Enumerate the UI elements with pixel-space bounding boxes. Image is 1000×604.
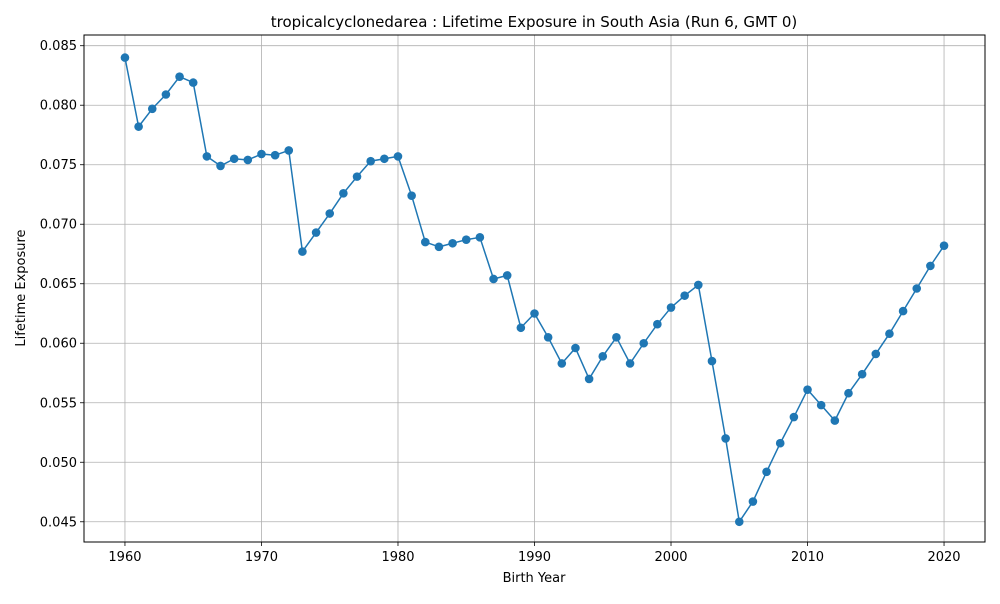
y-axis-ticks: 0.045 0.050 0.055 0.060 0.065 0.070 0.075 0.080… <box>40 39 84 530</box>
data-point <box>270 150 280 160</box>
data-point <box>721 434 730 443</box>
y-tick-label: 0.065 <box>40 277 77 292</box>
data-point <box>762 467 771 477</box>
x-tick-label: 1990 <box>518 550 551 565</box>
y-tick-label: 0.075 <box>40 158 77 173</box>
data-point <box>612 333 621 342</box>
data-point <box>707 356 717 366</box>
data-point <box>694 280 703 290</box>
data-point <box>666 303 676 312</box>
x-tick-label: 1970 <box>245 550 278 565</box>
data-point <box>516 323 526 333</box>
data-point <box>147 104 157 114</box>
data-point <box>571 343 580 353</box>
data-point <box>120 53 130 62</box>
data-point <box>844 388 853 398</box>
y-tick-label: 0.045 <box>40 515 77 530</box>
data-point <box>639 338 649 348</box>
plot-frame <box>83 34 986 543</box>
data-point <box>420 237 430 247</box>
y-tick-label: 0.050 <box>40 456 77 471</box>
data-point <box>229 154 239 164</box>
data-point <box>830 416 840 425</box>
data-point <box>502 271 512 280</box>
data-point <box>748 497 758 506</box>
y-tick-label: 0.085 <box>40 39 77 54</box>
x-tick-label: 1980 <box>381 550 414 565</box>
y-axis-label: Lifetime Exposure <box>14 229 29 346</box>
data-point <box>557 359 567 368</box>
data-point <box>775 438 785 448</box>
chart-title: tropicalcyclonedarea : Lifetime Exposure… <box>271 13 797 31</box>
data-point <box>926 261 935 271</box>
data-point <box>284 146 294 155</box>
data-point <box>653 319 662 329</box>
x-tick-label: 2000 <box>654 550 687 565</box>
data-point <box>188 78 198 87</box>
data-point <box>625 359 635 368</box>
data-point <box>734 517 744 527</box>
x-axis-label: Birth Year <box>503 571 567 586</box>
data-point <box>339 188 348 198</box>
data-point <box>393 152 403 161</box>
data-point <box>816 400 826 410</box>
data-point <box>175 72 184 81</box>
x-tick-label: 2010 <box>791 550 824 565</box>
y-tick-label: 0.055 <box>40 396 77 411</box>
data-point <box>298 247 307 256</box>
data-point <box>543 333 553 342</box>
data-point <box>598 352 608 361</box>
data-point <box>202 152 212 161</box>
data-point <box>898 306 908 316</box>
data-point <box>885 329 894 339</box>
data-point <box>134 122 143 131</box>
data-point <box>584 374 594 384</box>
data-point <box>857 369 867 379</box>
data-point <box>912 284 922 293</box>
x-axis-ticks: 1960 1970 1980 1990 2000 2010 2020 <box>108 542 961 565</box>
data-point <box>311 228 321 237</box>
data-point <box>448 238 457 248</box>
data-point <box>530 309 539 318</box>
y-tick-label: 0.060 <box>40 337 77 352</box>
x-tick-label: 2020 <box>927 550 960 565</box>
data-point <box>161 90 171 99</box>
data-point <box>939 241 949 250</box>
data-point <box>489 274 498 284</box>
x-tick-label: 1960 <box>108 550 141 565</box>
data-point <box>352 172 362 181</box>
data-point <box>680 291 689 300</box>
data-point <box>475 233 485 242</box>
y-tick-label: 0.070 <box>40 218 77 233</box>
data-point <box>803 385 812 394</box>
data-point <box>380 154 389 164</box>
data-point <box>325 209 335 218</box>
grid-lines <box>84 35 985 542</box>
data-point <box>407 191 416 200</box>
data-series <box>120 53 949 527</box>
data-point <box>216 161 225 171</box>
data-point <box>243 155 253 165</box>
data-point <box>789 412 799 422</box>
data-point <box>434 242 444 252</box>
data-point <box>366 156 375 166</box>
y-tick-label: 0.080 <box>40 99 77 114</box>
data-point <box>461 235 471 244</box>
data-point <box>257 149 266 159</box>
data-point <box>871 349 881 359</box>
